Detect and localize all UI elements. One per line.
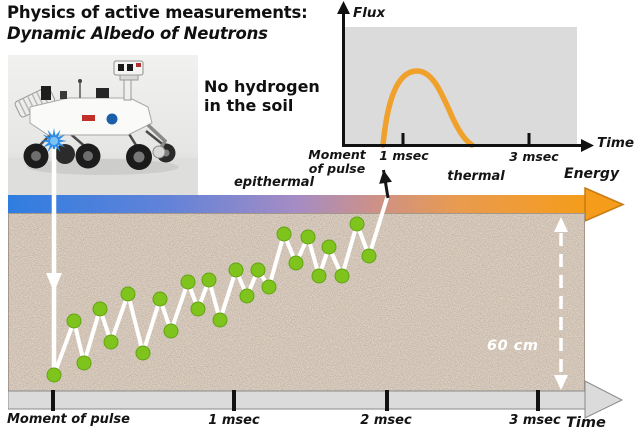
flux-origin-label: Moment of pulse: [308, 147, 366, 176]
rover-illustration: [14, 60, 176, 170]
time-tick-label-1msec: 1 msec: [208, 413, 260, 428]
flux-y-axis-arrow-icon: [337, 1, 350, 14]
energy-arrowhead-icon: [584, 186, 625, 223]
flux-curve: [380, 68, 475, 148]
time-bar: [8, 390, 586, 410]
jpl-logo: [82, 115, 95, 121]
time-arrowhead-icon: [584, 380, 624, 419]
no-hydrogen-note: No hydrogen in the soil: [204, 77, 320, 115]
title-line1: Physics of active measurements:: [7, 3, 308, 22]
time-axis-ticks: [51, 390, 540, 411]
flux-chart: [337, 1, 594, 152]
soil-depth-label: 60 cm: [487, 338, 539, 354]
soil-block: [8, 213, 585, 392]
flux-x-axis-arrow-icon: [581, 139, 594, 152]
rover-photo: [8, 55, 198, 195]
time-axis-bar: [8, 380, 624, 419]
time-axis-label: Time: [566, 415, 606, 431]
flux-tick-label-3msec: 3 msec: [509, 149, 559, 164]
note-line1: No hydrogen: [204, 77, 320, 96]
note-line2: in the soil: [204, 96, 294, 115]
nasa-logo: [106, 113, 118, 125]
energy-band: [8, 195, 585, 213]
energy-axis-label: Energy: [564, 166, 620, 182]
time-tick-label-3msec: 3 msec: [509, 413, 561, 428]
time-tick-label-2msec: 2 msec: [360, 413, 412, 428]
title-line2: Dynamic Albedo of Neutrons: [7, 24, 268, 43]
flux-time-label: Time: [597, 135, 635, 151]
flux-axis-label: Flux: [353, 5, 386, 21]
page-title: Physics of active measurements: Dynamic …: [7, 2, 308, 44]
flux-tick-label-1msec: 1 msec: [379, 148, 429, 163]
thermal-label: thermal: [447, 169, 505, 184]
time-tick-label-origin: Moment of pulse: [7, 412, 130, 427]
soil-texture: [8, 213, 585, 392]
epithermal-label: epithermal: [233, 175, 315, 190]
